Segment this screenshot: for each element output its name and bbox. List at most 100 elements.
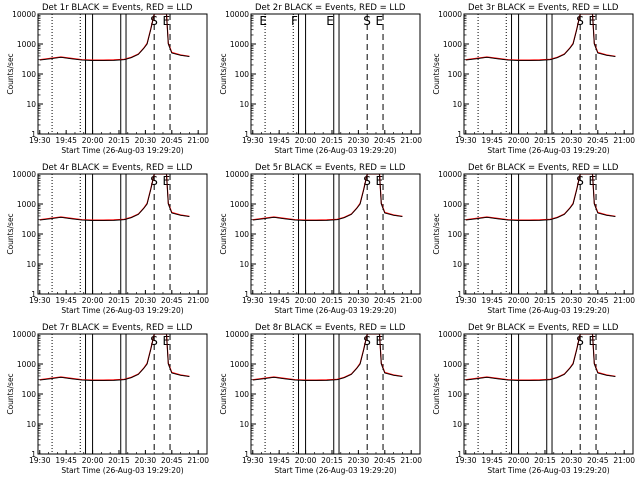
x-tick-label: 19:45 (55, 136, 77, 145)
y-tick-label: 1 (457, 450, 462, 459)
plot-frame (250, 333, 421, 455)
panel-plot: Det 5r BLACK = Events, RED = LLD 1 10 100 10… (219, 163, 422, 315)
x-tick-label: 19:30 (455, 136, 477, 145)
marker-letter: E (259, 14, 267, 28)
y-tick-label: 10 (452, 420, 462, 429)
panel-plot: Det 1r BLACK = Events, RED = LLD 1 10 100 10… (6, 3, 209, 155)
x-tick-label: 21:00 (400, 456, 422, 465)
x-axis-label: Start Time (26-Aug-03 19:29:20) (487, 146, 609, 155)
y-tick-label: 100 (235, 70, 250, 79)
plot-frame (37, 173, 208, 295)
x-tick-label: 20:00 (82, 296, 104, 305)
x-tick-label: 20:15 (321, 296, 343, 305)
x-tick-label: 19:45 (55, 456, 77, 465)
x-tick-label: 19:30 (29, 136, 51, 145)
x-tick-label: 19:45 (481, 136, 503, 145)
y-axis-label: Counts/sec (432, 373, 441, 414)
y-tick-label: 100 (448, 70, 463, 79)
panel-title: Det 3r BLACK = Events, RED = LLD (468, 3, 619, 13)
y-tick-label: 1000 (230, 40, 249, 49)
marker-letter: E (163, 174, 171, 188)
plot-frame (37, 13, 208, 135)
panel-title: Det 1r BLACK = Events, RED = LLD (42, 3, 193, 13)
panel-plot: Det 7r BLACK = Events, RED = LLD 1 10 100 10… (6, 323, 209, 475)
panel-plot: Det 3r BLACK = Events, RED = LLD 1 10 100 10… (432, 3, 635, 155)
x-tick-label: 20:00 (295, 136, 317, 145)
y-tick-label: 100 (22, 390, 37, 399)
y-tick-label: 1000 (230, 360, 249, 369)
detector-panel: Det 2r BLACK = Events, RED = LLD 1 10 100 10… (213, 0, 426, 160)
x-tick-label: 20:45 (374, 456, 396, 465)
x-axis-label: Start Time (26-Aug-03 19:29:20) (487, 306, 609, 315)
y-axis-label: Counts/sec (219, 53, 228, 94)
x-tick-label: 20:15 (534, 296, 556, 305)
y-tick-label: 1000 (17, 200, 36, 209)
x-tick-label: 19:30 (242, 456, 264, 465)
detector-panel: Det 9r BLACK = Events, RED = LLD 1 10 100 10… (426, 320, 639, 480)
detector-panel: Det 8r BLACK = Events, RED = LLD 1 10 100 10… (213, 320, 426, 480)
x-axis-label: Start Time (26-Aug-03 19:29:20) (274, 146, 396, 155)
x-tick-label: 20:00 (82, 136, 104, 145)
y-tick-label: 10000 (12, 10, 36, 19)
plot-frame (250, 13, 421, 135)
events-series-line (465, 174, 616, 222)
marker-letter: E (163, 14, 171, 28)
x-axis-label: Start Time (26-Aug-03 19:29:20) (274, 306, 396, 315)
panel-title: Det 2r BLACK = Events, RED = LLD (255, 3, 406, 13)
x-tick-label: 19:30 (242, 296, 264, 305)
marker-letter: S (150, 14, 158, 28)
x-tick-label: 20:15 (108, 456, 130, 465)
x-tick-label: 20:45 (374, 136, 396, 145)
x-axis-label: Start Time (26-Aug-03 19:29:20) (61, 466, 183, 475)
y-tick-label: 10 (239, 100, 249, 109)
x-tick-label: 20:00 (295, 296, 317, 305)
x-tick-label: 20:30 (561, 456, 583, 465)
x-tick-label: 20:00 (508, 136, 530, 145)
y-axis-label: Counts/sec (219, 373, 228, 414)
marker-letter: F (291, 14, 298, 28)
y-tick-label: 10000 (225, 330, 249, 339)
y-tick-label: 100 (235, 390, 250, 399)
x-tick-label: 20:15 (534, 136, 556, 145)
y-tick-label: 10000 (225, 170, 249, 179)
y-tick-label: 10 (239, 420, 249, 429)
marker-letter: S (576, 334, 584, 348)
x-tick-label: 21:00 (613, 296, 635, 305)
plot-frame (250, 173, 421, 295)
x-tick-label: 21:00 (400, 136, 422, 145)
panel-title: Det 4r BLACK = Events, RED = LLD (42, 163, 193, 173)
y-tick-label: 10000 (225, 10, 249, 19)
marker-letter: S (576, 14, 584, 28)
y-tick-label: 1000 (443, 200, 462, 209)
x-tick-label: 20:45 (587, 456, 609, 465)
events-series-line (39, 174, 190, 222)
x-tick-label: 20:30 (135, 136, 157, 145)
y-axis-label: Counts/sec (6, 53, 15, 94)
y-tick-label: 10000 (12, 170, 36, 179)
x-tick-label: 19:30 (29, 296, 51, 305)
events-series-line (252, 174, 403, 222)
x-tick-label: 20:30 (561, 136, 583, 145)
panel-title: Det 6r BLACK = Events, RED = LLD (468, 163, 619, 173)
x-tick-label: 19:45 (268, 296, 290, 305)
y-tick-label: 1 (31, 290, 36, 299)
marker-letter: E (376, 174, 384, 188)
y-tick-label: 1 (244, 290, 249, 299)
marker-letter: S (363, 334, 371, 348)
x-tick-label: 20:00 (295, 456, 317, 465)
x-tick-label: 20:15 (108, 136, 130, 145)
panel-plot: Det 9r BLACK = Events, RED = LLD 1 10 100 10… (432, 323, 635, 475)
y-tick-label: 10000 (438, 330, 462, 339)
y-tick-label: 10 (26, 100, 36, 109)
marker-letter: E (163, 334, 171, 348)
x-tick-label: 20:30 (135, 456, 157, 465)
detector-panel: Det 7r BLACK = Events, RED = LLD 1 10 100 10… (0, 320, 213, 480)
y-axis-label: Counts/sec (6, 213, 15, 254)
x-tick-label: 20:15 (321, 136, 343, 145)
plot-frame (463, 173, 634, 295)
marker-letter: E (326, 14, 334, 28)
x-tick-label: 20:15 (108, 296, 130, 305)
x-tick-label: 19:45 (481, 456, 503, 465)
events-series-line (252, 334, 403, 382)
y-tick-label: 10 (26, 420, 36, 429)
